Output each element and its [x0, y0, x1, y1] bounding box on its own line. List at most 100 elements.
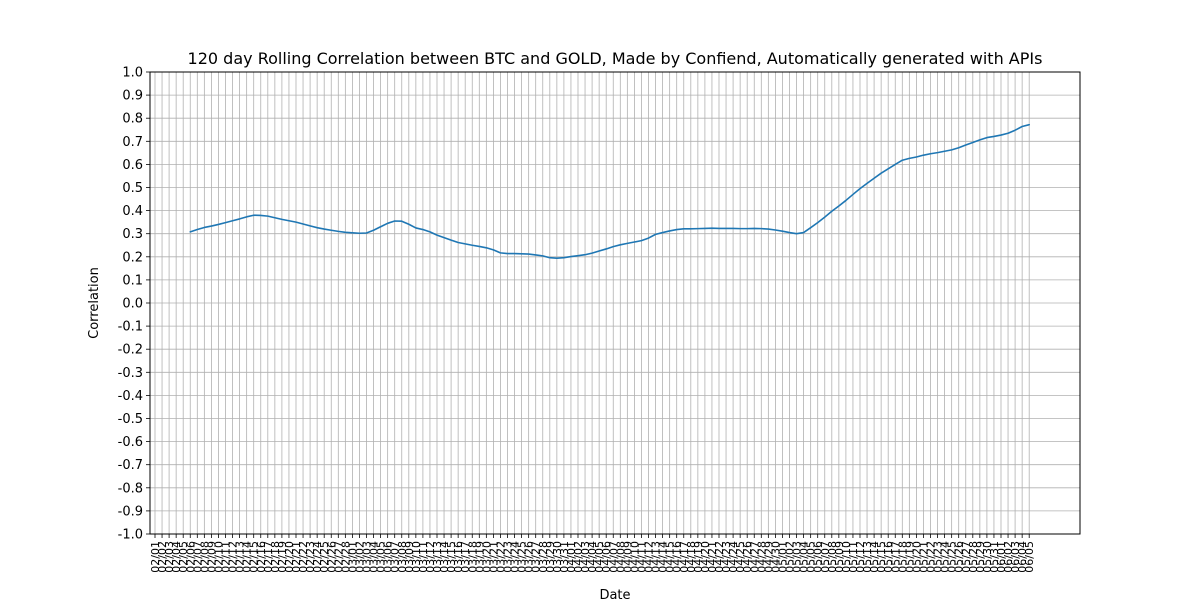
- x-tick-label: 04/17: [678, 541, 691, 573]
- x-tick-label: 05/01: [776, 541, 789, 573]
- x-tick-label: 03/29: [544, 541, 557, 573]
- y-tick-label: -0.4: [118, 389, 143, 404]
- x-tick-label: 02/26: [325, 541, 338, 573]
- series-line: [189, 123, 1030, 259]
- y-tick-label: -0.3: [118, 366, 143, 381]
- y-tick-label: 0.1: [122, 273, 143, 288]
- x-axis-ticks: 02/0102/0202/0302/0402/0502/0602/0702/08…: [149, 534, 1036, 573]
- x-tick-label: 03/05: [375, 541, 388, 573]
- x-tick-label: 04/01: [565, 541, 578, 573]
- x-tick-label: 05/04: [798, 541, 811, 573]
- x-tick-label: 03/03: [361, 541, 374, 573]
- x-tick-label: 06/04: [1016, 541, 1029, 573]
- x-tick-label: 05/11: [847, 541, 860, 573]
- x-tick-label: 05/15: [875, 541, 888, 573]
- x-tick-label: 05/07: [819, 541, 832, 573]
- x-tick-label: 02/21: [290, 541, 303, 573]
- x-tick-label: 03/13: [431, 541, 444, 573]
- x-tick-label: 03/22: [494, 541, 507, 573]
- x-tick-label: 02/23: [304, 541, 317, 573]
- x-tick-label: 05/31: [988, 541, 1001, 573]
- y-tick-label: -0.5: [118, 412, 143, 427]
- x-tick-label: 02/20: [283, 541, 296, 573]
- x-tick-label: 03/27: [530, 541, 543, 573]
- x-tick-label: 03/07: [389, 541, 402, 573]
- x-tick-label: 03/18: [466, 541, 479, 573]
- x-tick-label: 02/03: [163, 541, 176, 573]
- grid-lines: [150, 71, 1080, 535]
- x-tick-label: 04/18: [685, 541, 698, 573]
- y-tick-label: 0.3: [122, 227, 143, 242]
- x-tick-label: 04/10: [628, 541, 641, 573]
- x-tick-label: 05/28: [967, 541, 980, 573]
- x-tick-label: 05/25: [946, 541, 959, 573]
- x-tick-label: 05/09: [833, 541, 846, 573]
- x-tick-label: 02/05: [177, 541, 190, 573]
- x-tick-label: 03/25: [516, 541, 529, 573]
- x-tick-label: 04/11: [635, 541, 648, 573]
- y-tick-label: 0.8: [122, 112, 143, 127]
- x-tick-label: 02/06: [184, 541, 197, 573]
- x-tick-label: 03/12: [424, 541, 437, 573]
- x-tick-label: 02/14: [241, 541, 254, 573]
- y-tick-label: 0.7: [122, 135, 143, 150]
- x-axis-label: Date: [599, 588, 630, 600]
- x-tick-label: 02/17: [262, 541, 275, 573]
- x-tick-label: 03/24: [509, 541, 522, 573]
- x-tick-label: 04/13: [650, 541, 663, 573]
- x-tick-label: 02/02: [156, 541, 169, 573]
- x-tick-label: 05/13: [861, 541, 874, 573]
- x-tick-label: 03/26: [523, 541, 536, 573]
- x-tick-label: 04/28: [755, 541, 768, 573]
- y-tick-label: -0.1: [118, 320, 143, 335]
- y-tick-label: 0.4: [122, 204, 143, 219]
- x-tick-label: 05/17: [889, 541, 902, 573]
- y-tick-label: 0.9: [122, 89, 143, 104]
- x-tick-label: 04/07: [607, 541, 620, 573]
- x-tick-label: 02/27: [332, 541, 345, 573]
- x-tick-label: 05/22: [925, 541, 938, 573]
- x-tick-label: 04/21: [706, 541, 719, 573]
- x-tick-label: 04/24: [727, 541, 740, 573]
- x-tick-label: 04/19: [692, 541, 705, 573]
- x-tick-label: 03/19: [473, 541, 486, 573]
- x-tick-label: 04/25: [734, 541, 747, 573]
- x-tick-label: 05/26: [953, 541, 966, 573]
- x-tick-label: 03/30: [551, 541, 564, 573]
- x-tick-label: 03/09: [403, 541, 416, 573]
- x-tick-label: 06/03: [1009, 541, 1022, 573]
- x-tick-label: 05/16: [882, 541, 895, 573]
- x-tick-label: 04/09: [621, 541, 634, 573]
- y-tick-label: -0.9: [118, 504, 143, 519]
- x-tick-label: 03/01: [346, 541, 359, 573]
- x-tick-label: 04/22: [713, 541, 726, 573]
- x-tick-label: 03/15: [445, 541, 458, 573]
- x-tick-label: 04/12: [643, 541, 656, 573]
- x-tick-label: 03/31: [558, 541, 571, 573]
- x-tick-label: 03/21: [487, 541, 500, 573]
- x-tick-label: 03/06: [382, 541, 395, 573]
- x-tick-label: 02/22: [297, 541, 310, 573]
- x-tick-label: 02/18: [269, 541, 282, 573]
- y-tick-label: 0.0: [122, 297, 143, 312]
- y-tick-label: 0.2: [122, 250, 143, 265]
- y-tick-label: -0.8: [118, 481, 143, 496]
- x-tick-label: 02/28: [339, 541, 352, 573]
- x-tick-label: 04/03: [579, 541, 592, 573]
- x-tick-label: 03/02: [353, 541, 366, 573]
- x-tick-label: 05/18: [896, 541, 909, 573]
- x-tick-label: 03/17: [459, 541, 472, 573]
- x-tick-label: 03/11: [417, 541, 430, 573]
- x-tick-label: 05/10: [840, 541, 853, 573]
- x-tick-label: 03/14: [438, 541, 451, 573]
- x-tick-label: 02/10: [212, 541, 225, 573]
- x-tick-label: 05/30: [981, 541, 994, 573]
- x-tick-label: 03/08: [396, 541, 409, 573]
- x-tick-label: 02/13: [234, 541, 247, 573]
- x-tick-label: 02/25: [318, 541, 331, 573]
- x-tick-label: 05/12: [854, 541, 867, 573]
- x-tick-label: 04/06: [600, 541, 613, 573]
- x-tick-label: 04/04: [586, 541, 599, 573]
- x-tick-label: 04/26: [741, 541, 754, 573]
